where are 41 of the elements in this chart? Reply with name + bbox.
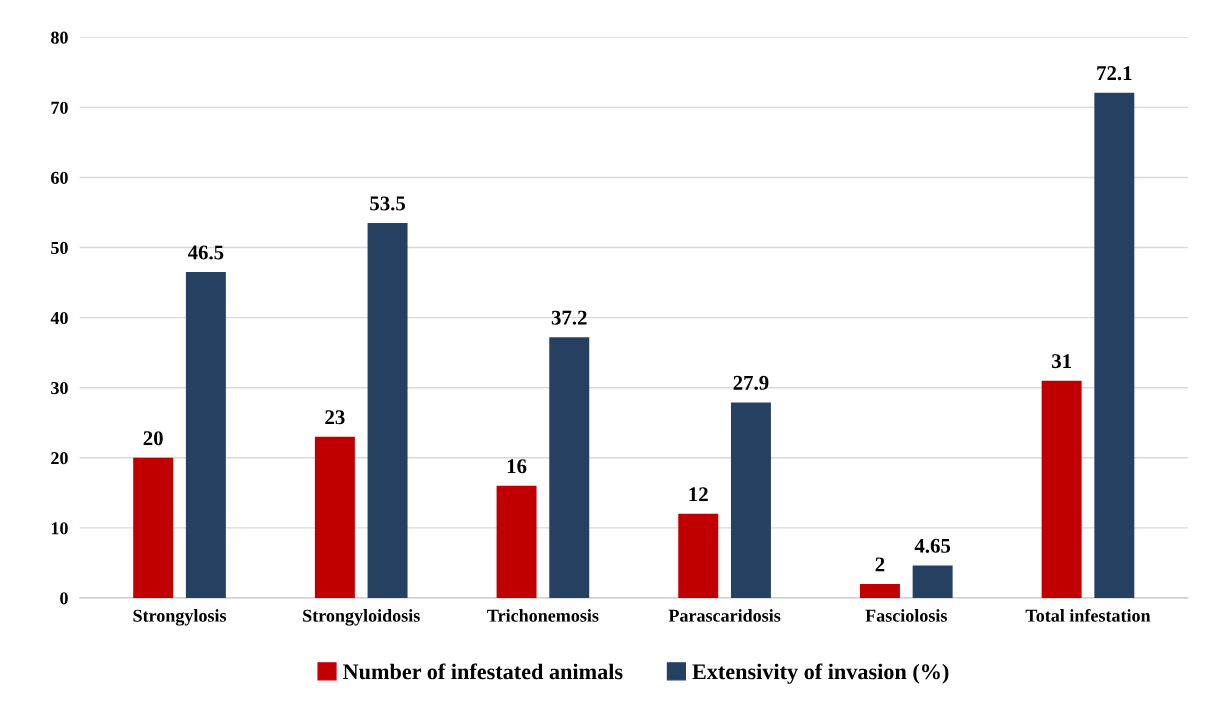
bar <box>185 272 226 598</box>
y-tick-label: 40 <box>50 311 68 325</box>
y-tick-label: 0 <box>60 592 68 605</box>
y-tick-label: 80 <box>51 31 68 44</box>
data-label: 12 <box>689 487 708 502</box>
legend-label: Extensivity of invasion (%) <box>692 663 949 684</box>
y-tick-label: 20 <box>51 452 68 465</box>
bar <box>367 223 408 598</box>
data-label: 2 <box>875 557 885 572</box>
x-tick-label: Parascaridosis <box>668 609 781 622</box>
data-label: 53.5 <box>370 196 406 211</box>
bar <box>133 457 174 598</box>
bar <box>730 402 771 598</box>
bar <box>496 485 537 598</box>
data-label: 72.1 <box>1097 66 1132 81</box>
bar <box>678 513 719 598</box>
bar <box>314 436 355 598</box>
bar <box>1041 380 1082 598</box>
bar <box>859 583 900 598</box>
x-tick-label: Strongyloidosis <box>303 609 420 626</box>
data-label: 37.2 <box>551 310 587 325</box>
y-tick-label: 10 <box>51 522 68 535</box>
legend-label: Number of infestated animals <box>343 663 623 680</box>
data-label: 16 <box>507 459 527 474</box>
y-tick-label: 70 <box>51 101 68 114</box>
bar <box>1094 92 1135 598</box>
y-tick-label: 50 <box>51 241 68 254</box>
x-tick-label: Total infestation <box>1025 608 1151 622</box>
x-tick-label: Strongylosis <box>133 609 227 626</box>
data-label: 4.65 <box>914 538 951 553</box>
data-label: 23 <box>325 410 345 425</box>
data-label: 20 <box>143 431 163 446</box>
data-label: 27.9 <box>733 375 769 390</box>
bar <box>549 337 590 598</box>
x-tick-label: Trichonemosis <box>487 609 599 622</box>
data-label: 31 <box>1052 354 1071 369</box>
data-label: 46.5 <box>187 245 224 260</box>
x-tick-label: Fasciolosis <box>865 609 947 622</box>
y-tick-label: 60 <box>51 171 68 184</box>
bar <box>912 565 953 598</box>
y-tick-label: 30 <box>51 381 68 395</box>
